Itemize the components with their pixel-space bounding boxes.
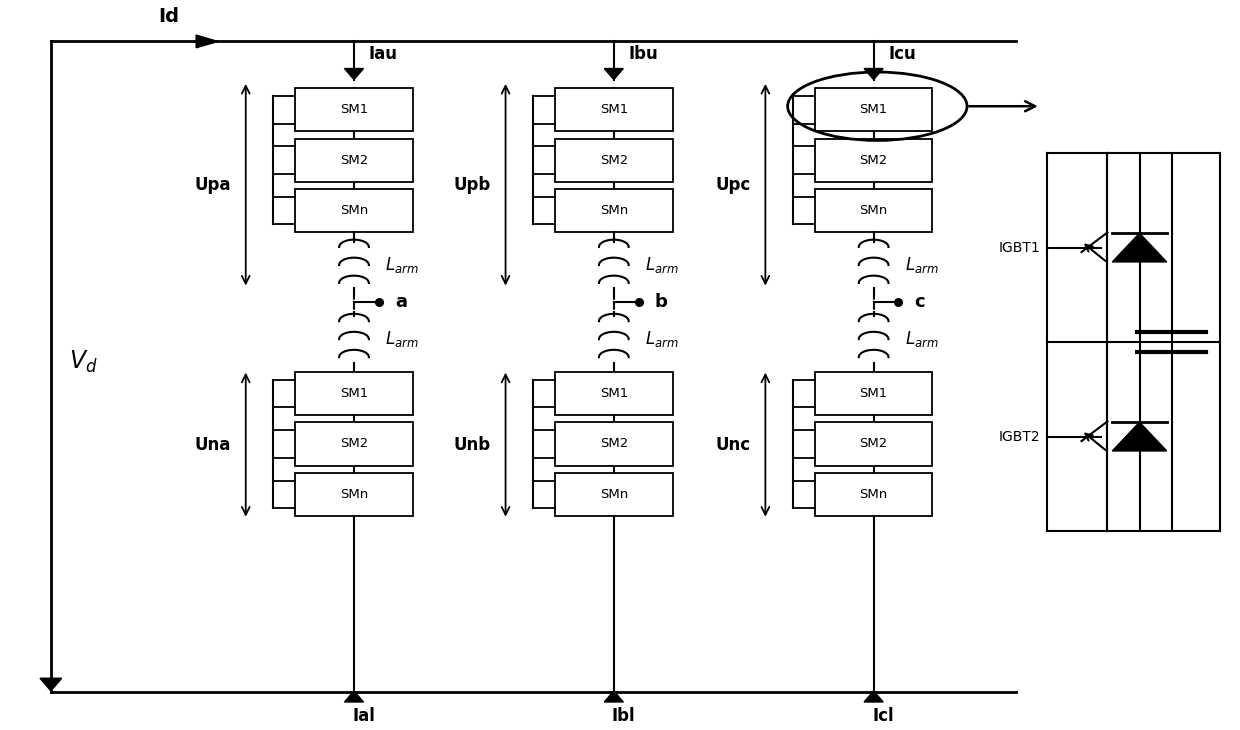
Text: $L_{arm}$: $L_{arm}$: [384, 255, 419, 275]
Bar: [556, 189, 672, 232]
Bar: [556, 88, 672, 131]
Text: Iau: Iau: [368, 45, 398, 63]
Text: Icu: Icu: [889, 45, 916, 63]
Bar: [295, 372, 413, 415]
Text: SMn: SMn: [340, 204, 368, 217]
Text: a: a: [394, 293, 407, 311]
Text: SM1: SM1: [340, 104, 368, 116]
Bar: [815, 423, 932, 466]
Bar: [295, 189, 413, 232]
Polygon shape: [40, 678, 62, 691]
Text: Upc: Upc: [715, 176, 750, 193]
Polygon shape: [864, 691, 883, 702]
Text: Ial: Ial: [352, 707, 376, 726]
Polygon shape: [864, 69, 883, 80]
Text: SMn: SMn: [600, 204, 627, 217]
Text: $V_{d}$: $V_{d}$: [69, 349, 98, 375]
Polygon shape: [345, 691, 363, 702]
Text: SM1: SM1: [340, 387, 368, 400]
Text: b: b: [655, 293, 667, 311]
Text: IGBT1: IGBT1: [999, 241, 1040, 255]
Bar: [815, 189, 932, 232]
Bar: [295, 88, 413, 131]
Bar: [556, 473, 672, 516]
Text: SMn: SMn: [859, 488, 888, 501]
Text: $L_{arm}$: $L_{arm}$: [645, 255, 678, 275]
Polygon shape: [196, 35, 218, 47]
Text: SM2: SM2: [859, 437, 888, 450]
Text: SM2: SM2: [600, 437, 627, 450]
Text: SM1: SM1: [600, 387, 627, 400]
Text: SM2: SM2: [340, 154, 368, 166]
Text: SMn: SMn: [600, 488, 627, 501]
Polygon shape: [604, 691, 624, 702]
Polygon shape: [345, 69, 363, 80]
Text: SM2: SM2: [600, 154, 627, 166]
Text: $L_{arm}$: $L_{arm}$: [384, 329, 419, 349]
Text: Ibl: Ibl: [611, 707, 636, 726]
Text: Unc: Unc: [715, 436, 750, 453]
Text: SM1: SM1: [859, 104, 888, 116]
Bar: [295, 473, 413, 516]
Polygon shape: [1112, 422, 1167, 451]
Text: Upa: Upa: [195, 176, 231, 193]
Text: Ibu: Ibu: [629, 45, 658, 63]
Text: SM1: SM1: [859, 387, 888, 400]
Text: Una: Una: [195, 436, 231, 453]
Polygon shape: [604, 69, 624, 80]
Text: Unb: Unb: [454, 436, 491, 453]
Bar: [295, 423, 413, 466]
Bar: [556, 372, 672, 415]
Text: Icl: Icl: [873, 707, 894, 726]
Text: SM2: SM2: [340, 437, 368, 450]
Text: SMn: SMn: [340, 488, 368, 501]
Bar: [815, 372, 932, 415]
Text: IGBT2: IGBT2: [999, 429, 1040, 444]
Text: SM1: SM1: [600, 104, 627, 116]
Text: $L_{arm}$: $L_{arm}$: [904, 329, 939, 349]
Bar: [815, 88, 932, 131]
Text: Upb: Upb: [454, 176, 491, 193]
Text: $L_{arm}$: $L_{arm}$: [904, 255, 939, 275]
Bar: [815, 473, 932, 516]
Bar: [815, 139, 932, 182]
Text: c: c: [914, 293, 925, 311]
Text: SM2: SM2: [859, 154, 888, 166]
Text: SMn: SMn: [859, 204, 888, 217]
Text: Id: Id: [157, 7, 179, 26]
Text: $L_{arm}$: $L_{arm}$: [645, 329, 678, 349]
Polygon shape: [1112, 233, 1167, 262]
Bar: [556, 423, 672, 466]
Bar: [556, 139, 672, 182]
Bar: [295, 139, 413, 182]
